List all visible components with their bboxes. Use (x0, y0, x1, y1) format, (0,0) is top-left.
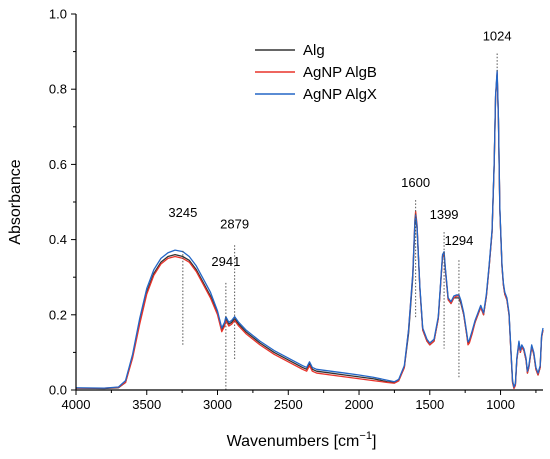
peak-label: 2941 (211, 254, 240, 269)
y-tick-label: 1.0 (49, 7, 67, 22)
x-tick-label: 1000 (486, 397, 515, 412)
x-tick-label: 3000 (203, 397, 232, 412)
peak-label: 1294 (444, 233, 473, 248)
peak-annotations: 3245 2941 2879 1600 1399 1294 1024 (168, 28, 512, 390)
peak-label: 1600 (401, 175, 430, 190)
peak-label: 3245 (168, 205, 197, 220)
y-tick-label: 0.6 (49, 157, 67, 172)
x-tick-label: 2000 (345, 397, 374, 412)
series-line-2 (76, 71, 544, 390)
peak-label: 1024 (483, 28, 512, 43)
x-axis-title-main: Wavenumbers [cm (227, 433, 360, 450)
x-axis-title-superscript: −1 (359, 430, 372, 442)
x-axis-title-close: ] (372, 433, 376, 450)
series-line-1 (75, 73, 544, 390)
peak-label: 2879 (220, 216, 249, 231)
peak-label: 1399 (430, 207, 459, 222)
x-tick-label: 3500 (132, 397, 161, 412)
y-tick-label: 0.8 (49, 82, 67, 97)
y-tick-label: 0.4 (49, 232, 67, 247)
legend-label: AgNP AlgX (303, 86, 377, 103)
x-axis-title: Wavenumbers [cm−1] (227, 430, 377, 450)
x-tick-label: 1500 (415, 397, 444, 412)
y-tick-label: 0.2 (49, 307, 67, 322)
x-tick-label: 2500 (274, 397, 303, 412)
y-axis-title: Absorbance (7, 159, 24, 244)
series-line-3 (75, 69, 544, 389)
legend: Alg AgNP AlgB AgNP AlgX (255, 42, 377, 103)
ticks: 4000 3500 3000 2500 2000 1500 1000 0.0 0.2 0.4 0.6… (49, 7, 537, 412)
x-tick-label: 4000 (62, 397, 91, 412)
legend-label: Alg (303, 42, 325, 59)
legend-label: AgNP AlgB (303, 64, 377, 81)
y-tick-label: 0.0 (49, 383, 67, 398)
series-lines (75, 69, 544, 390)
